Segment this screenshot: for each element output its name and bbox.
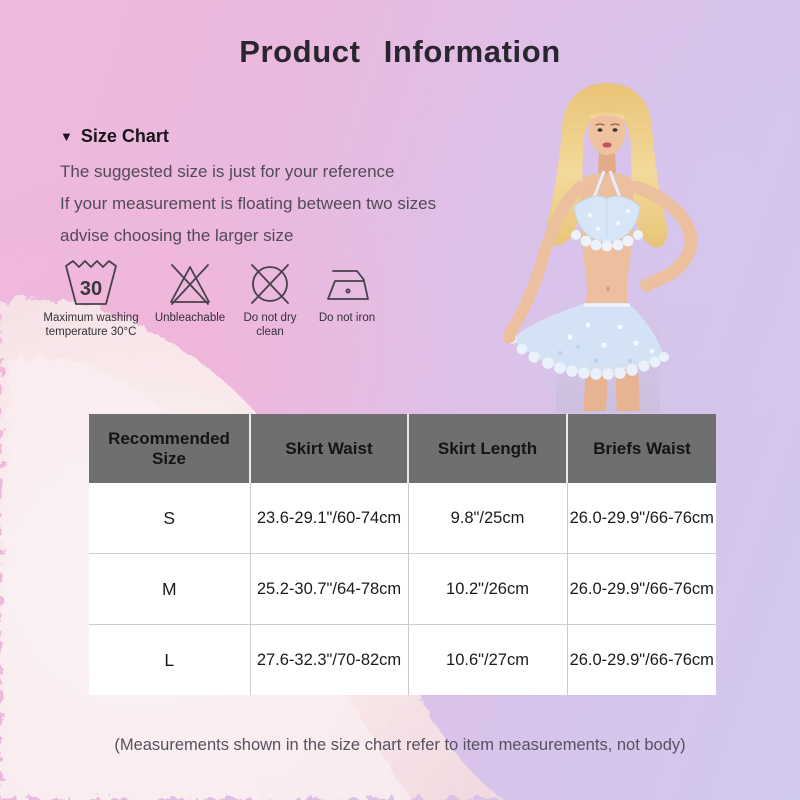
skirt-length-cell: 10.2"/26cm (407, 553, 567, 625)
care-item-label: Maximum washing temperature 30°C (43, 312, 139, 338)
size-chart-table: Recommended Size Skirt Waist Skirt Lengt… (89, 414, 716, 695)
care-instructions-row: 30 Maximum washing temperature 30°C Unbl… (0, 256, 420, 340)
column-header-skirt-waist: Skirt Waist (249, 414, 408, 483)
svg-text:30: 30 (80, 278, 102, 300)
no-dry-clean-icon (246, 256, 294, 306)
size-note-line: advise choosing the larger size (60, 226, 294, 245)
page-title: Product Information (239, 34, 561, 69)
care-item-label: Do not dry clean (243, 312, 297, 338)
care-item-iron: Do not iron (304, 256, 390, 325)
size-cell: S (89, 483, 250, 554)
skirt-length-cell: 9.8"/25cm (407, 483, 567, 554)
size-chart-notes: The suggested size is just for your refe… (60, 156, 436, 252)
do-not-iron-icon (323, 256, 371, 306)
skirt-length-cell: 10.6"/27cm (407, 624, 567, 695)
column-header-briefs-waist: Briefs Waist (566, 414, 716, 483)
size-note-line: The suggested size is just for your refe… (60, 162, 395, 181)
skirt-waist-cell: 27.6-32.3"/70-82cm (249, 624, 408, 695)
table-row-size-m: M 25.2-30.7"/64-78cm 10.2"/26cm 26.0-29.… (89, 553, 716, 625)
care-item-dry-clean: Do not dry clean (230, 256, 310, 339)
table-header-row: Recommended Size Skirt Waist Skirt Lengt… (89, 414, 716, 483)
briefs-waist-cell: 26.0-29.9"/66-76cm (566, 553, 716, 625)
size-cell: L (89, 624, 250, 695)
no-bleach-icon (167, 256, 213, 306)
care-item-label: Do not iron (318, 312, 376, 324)
skirt-waist-cell: 25.2-30.7"/64-78cm (249, 553, 408, 625)
care-item-label: Unbleachable (154, 312, 226, 324)
care-item-wash: 30 Maximum washing temperature 30°C (43, 256, 139, 339)
size-note-line: If your measurement is floating between … (60, 194, 437, 213)
column-header-recommended-size: Recommended Size (89, 414, 250, 483)
size-chart-heading: ▼ Size Chart (60, 126, 436, 147)
briefs-waist-cell: 26.0-29.9"/66-76cm (566, 624, 716, 695)
table-row-size-s: S 23.6-29.1"/60-74cm 9.8"/25cm 26.0-29.9… (89, 483, 716, 554)
measurement-note: (Measurements shown in the size chart re… (114, 736, 686, 754)
care-item-bleach: Unbleachable (154, 256, 226, 325)
size-cell: M (89, 553, 250, 625)
briefs-waist-cell: 26.0-29.9"/66-76cm (566, 483, 716, 554)
wash-temperature-icon: 30 (64, 256, 118, 306)
triangle-down-icon: ▼ (60, 129, 73, 144)
size-chart-section: ▼ Size Chart The suggested size is just … (60, 126, 436, 252)
column-header-skirt-length: Skirt Length (407, 414, 567, 483)
skirt-waist-cell: 23.6-29.1"/60-74cm (249, 483, 408, 554)
table-row-size-l: L 27.6-32.3"/70-82cm 10.6"/27cm 26.0-29.… (89, 624, 716, 695)
size-chart-heading-label: Size Chart (80, 126, 169, 146)
